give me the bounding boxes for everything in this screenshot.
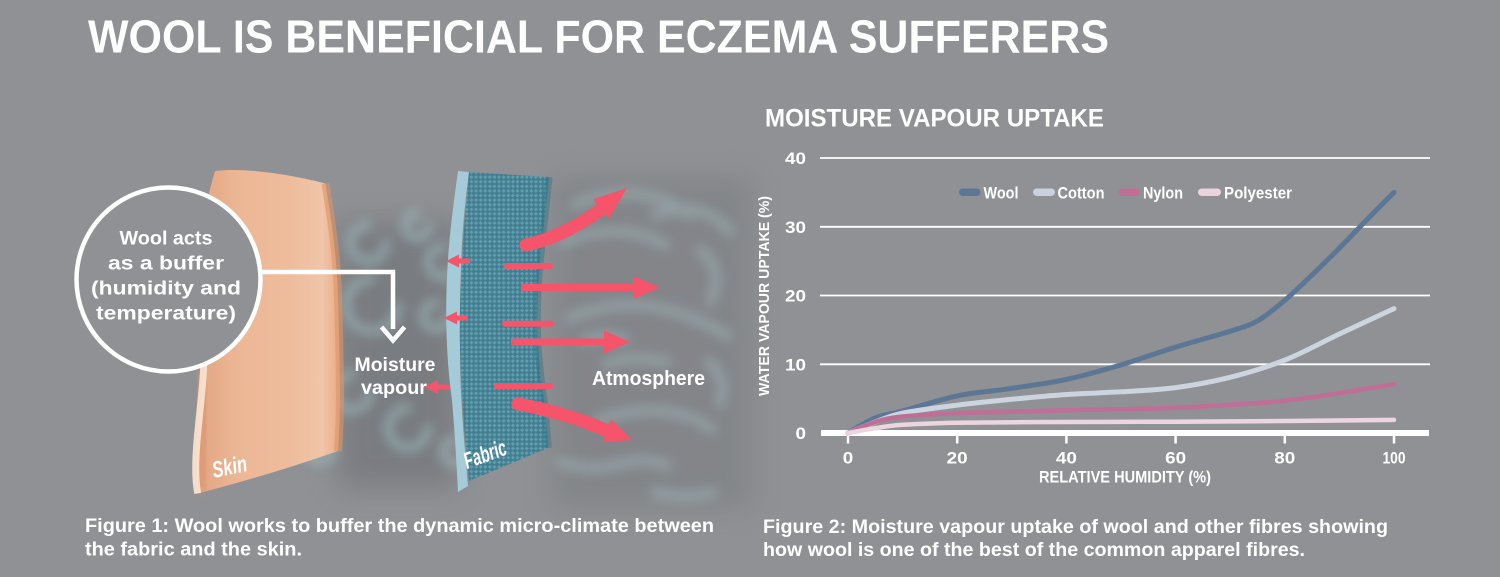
svg-text:0: 0: [796, 424, 807, 443]
svg-text:Figure 1: Wool works to buffer: Figure 1: Wool works to buffer the dynam…: [85, 516, 714, 537]
svg-text:Nylon: Nylon: [1143, 184, 1183, 203]
svg-text:RELATIVE HUMIDITY (%): RELATIVE HUMIDITY (%): [1039, 468, 1211, 487]
svg-text:(humidity and: (humidity and: [91, 279, 241, 300]
svg-text:40: 40: [1056, 448, 1077, 467]
svg-text:100: 100: [1383, 448, 1406, 467]
svg-text:60: 60: [1165, 448, 1186, 467]
svg-text:temperature): temperature): [96, 304, 236, 325]
svg-text:Cotton: Cotton: [1058, 184, 1105, 203]
svg-text:20: 20: [947, 448, 968, 467]
svg-text:40: 40: [785, 149, 806, 168]
svg-text:WATER VAPOUR UPTAKE (%): WATER VAPOUR UPTAKE (%): [756, 196, 773, 396]
svg-text:80: 80: [1274, 448, 1295, 467]
svg-text:Wool: Wool: [984, 184, 1019, 203]
svg-text:vapour: vapour: [361, 378, 428, 399]
svg-text:MOISTURE VAPOUR UPTAKE: MOISTURE VAPOUR UPTAKE: [765, 105, 1104, 133]
svg-text:Figure 2: Moisture vapour upta: Figure 2: Moisture vapour uptake of wool…: [763, 517, 1388, 538]
svg-text:how wool is one of the best of: how wool is one of the best of the commo…: [763, 540, 1305, 561]
svg-text:WOOL IS BENEFICIAL FOR ECZEMA: WOOL IS BENEFICIAL FOR ECZEMA SUFFERERS: [88, 11, 1109, 63]
svg-text:10: 10: [785, 356, 806, 375]
svg-text:the fabric and the skin.: the fabric and the skin.: [85, 540, 302, 561]
svg-text:as a buffer: as a buffer: [108, 254, 225, 275]
svg-text:Polyester: Polyester: [1224, 184, 1292, 203]
svg-text:Atmosphere: Atmosphere: [592, 368, 705, 390]
svg-text:20: 20: [785, 287, 806, 306]
svg-text:Wool acts: Wool acts: [120, 229, 213, 250]
svg-text:30: 30: [785, 218, 806, 237]
svg-text:0: 0: [843, 448, 854, 467]
svg-text:Moisture: Moisture: [355, 355, 436, 376]
